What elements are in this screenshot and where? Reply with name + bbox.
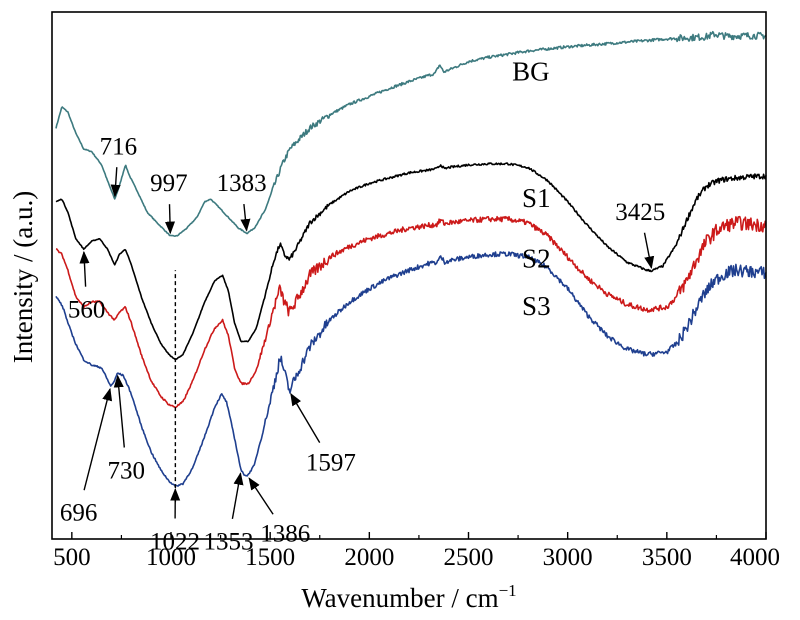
x-tick-label-500: 500 (53, 544, 91, 571)
annotation-arrow-560 (79, 250, 90, 287)
x-tick-label-2000: 2000 (344, 544, 394, 571)
series-label-s2: S2 (522, 244, 551, 274)
x-axis-title-main: Wavenumber / cm (301, 583, 498, 613)
annotation-arrow-1386 (248, 477, 274, 515)
annotation-1597: 1597 (306, 449, 356, 476)
series-s2-line (55, 215, 767, 409)
series-s3-line (55, 251, 767, 487)
annotation-1383: 1383 (217, 170, 267, 197)
annotation-716: 716 (100, 133, 138, 160)
annotation-arrow-1383 (240, 204, 251, 232)
annotation-997: 997 (150, 170, 188, 197)
series-s1-line (55, 162, 767, 361)
x-tick-label-4000: 4000 (730, 544, 780, 571)
x-axis-title-exponent: −1 (499, 581, 517, 600)
x-tick-label-3000: 3000 (543, 544, 593, 571)
annotation-arrow-1353 (231, 472, 244, 520)
x-tick-label-1000: 1000 (146, 544, 196, 571)
x-axis-title: Wavenumber / cm−1 (301, 581, 516, 613)
annotation-730: 730 (108, 457, 145, 484)
x-tick-label-1500: 1500 (245, 544, 295, 571)
series-label-s1: S1 (522, 183, 551, 213)
annotation-1353: 1353 (204, 529, 254, 556)
annotation-1386: 1386 (260, 521, 310, 548)
annotations: 716 997 1383 3425 560 696 730 1022 1353 1386 1597 (60, 133, 665, 555)
x-tick-label-2500: 2500 (444, 544, 494, 571)
series-label-s3: S3 (522, 291, 551, 321)
series-label-bg: BG (512, 57, 550, 87)
annotation-560: 560 (68, 297, 106, 324)
annotation-arrow-716 (110, 167, 121, 198)
annotation-696: 696 (60, 500, 98, 527)
x-axis: 500 1000 1500 2000 2500 3000 3500 4000 (53, 532, 780, 571)
annotation-arrow-997 (164, 204, 176, 235)
annotation-arrow-730 (113, 374, 125, 448)
annotation-arrow-3425 (643, 232, 655, 270)
annotation-arrow-696 (83, 387, 113, 491)
series-curves (55, 30, 767, 487)
x-tick-label-3500: 3500 (642, 544, 692, 571)
plot-frame (51, 11, 767, 540)
annotation-1022: 1022 (150, 529, 200, 556)
annotation-arrow-1597 (290, 392, 321, 443)
series-labels: BG S1 S2 S3 (512, 57, 550, 322)
y-axis-title: Intensity / (a.u.) (8, 191, 38, 363)
series-bg-line (55, 30, 767, 237)
annotation-3425: 3425 (615, 199, 665, 226)
